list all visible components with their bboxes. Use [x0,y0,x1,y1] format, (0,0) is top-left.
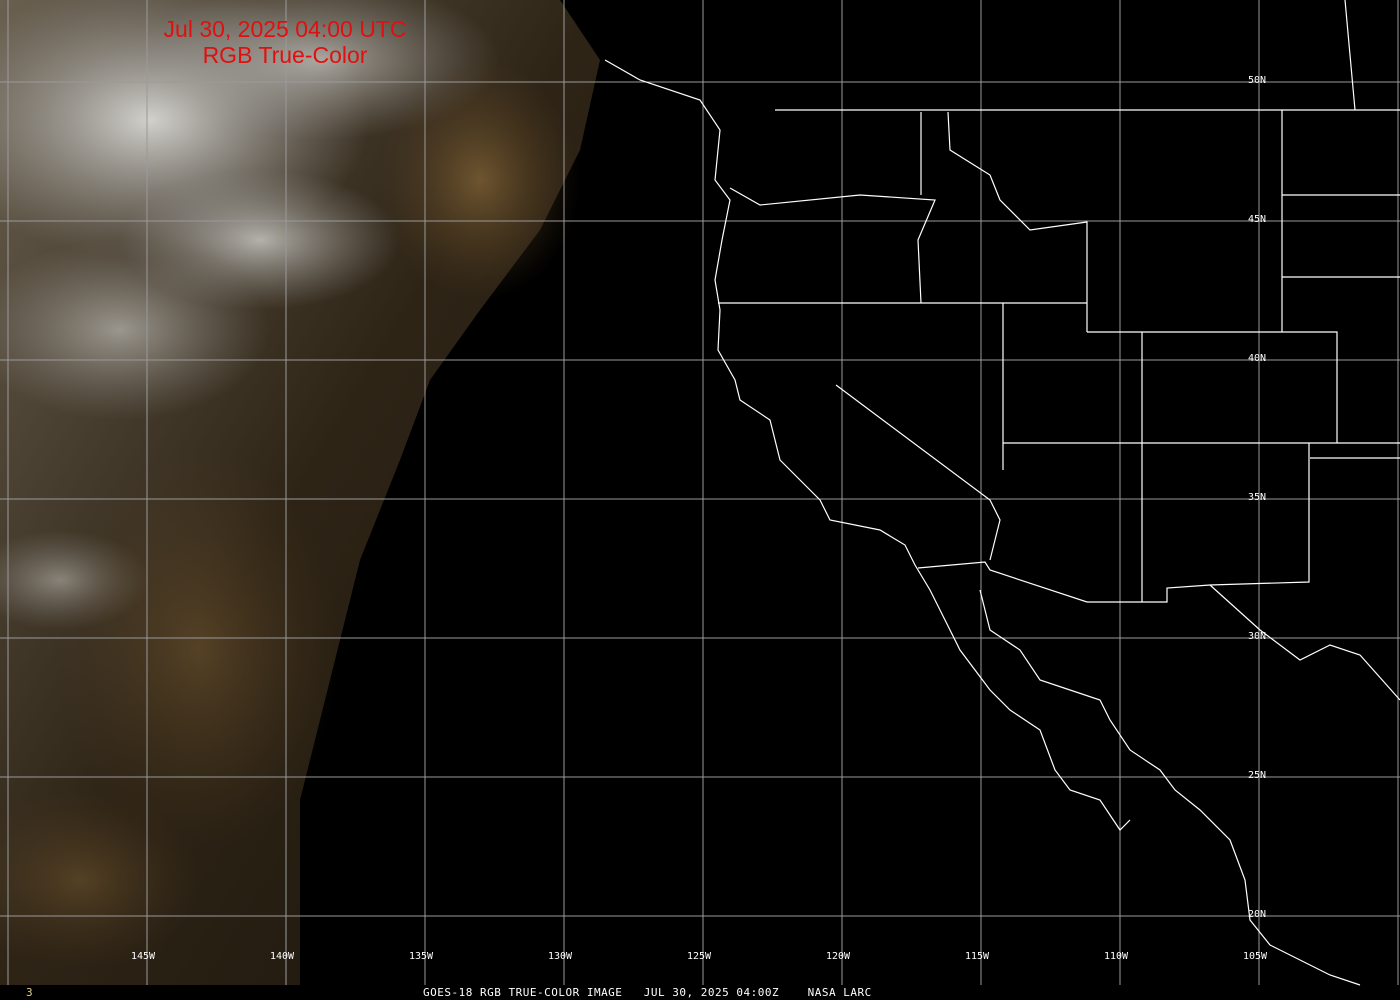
longitude-label: 110W [1104,951,1129,962]
satellite-imagery [0,0,600,985]
map-title-datetime: Jul 30, 2025 04:00 UTC [163,16,407,42]
longitude-label: 135W [409,951,434,962]
gulf-of-california-coastline [979,589,1361,986]
longitude-label: 125W [687,951,712,962]
longitude-label: 115W [965,951,990,962]
latitude-label: 30N [1248,631,1267,642]
pacific-coastline [604,59,1131,831]
longitude-label: 130W [548,951,573,962]
latitude-label: 50N [1248,75,1267,86]
latitude-label: 25N [1248,770,1267,781]
longitude-label: 120W [826,951,851,962]
mexico-east-coastline [1209,584,1400,701]
map-title-product: RGB True-Color [202,42,368,68]
latitude-label: 45N [1248,214,1267,225]
frame-number: 3 [26,986,33,999]
latitude-label: 40N [1248,353,1267,364]
borders [604,0,1400,986]
longitude-label: 105W [1243,951,1268,962]
longitude-label: 145W [131,951,156,962]
latitude-label: 20N [1248,909,1267,920]
canada-line [1344,0,1356,111]
footer-caption: GOES-18 RGB TRUE-COLOR IMAGE JUL 30, 202… [423,986,872,999]
latitude-label: 35N [1248,492,1267,503]
us-mexico-border [917,561,1211,603]
longitude-label: 140W [270,951,295,962]
